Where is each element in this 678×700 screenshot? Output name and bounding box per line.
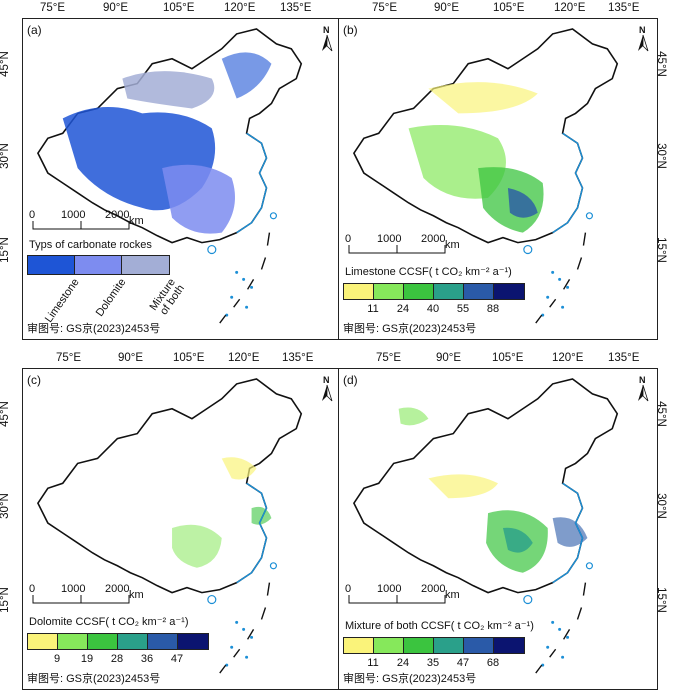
lon-label-90: 90°E xyxy=(103,2,129,14)
legend-title: Limestone CCSF( t CO₂ km⁻² a⁻¹) xyxy=(345,266,512,278)
lon-label-75: 75°E xyxy=(376,352,402,364)
legend-swatch-5 xyxy=(464,638,494,653)
lon-label-135: 135°E xyxy=(608,2,640,14)
legend-swatch-limestone xyxy=(28,256,75,274)
legend-swatch-5 xyxy=(464,284,494,299)
legend-swatch-3 xyxy=(404,638,434,653)
lon-label-75: 75°E xyxy=(40,2,66,14)
panel-label: (a) xyxy=(27,23,42,37)
lat-label-15: 15°N xyxy=(0,237,11,263)
ccsf-legend-d xyxy=(343,637,525,654)
legend-swatch-1 xyxy=(344,638,374,653)
lat-label-30: 30°N xyxy=(0,493,11,519)
legend-title: Dolomite CCSF( t CO₂ km⁻² a⁻¹) xyxy=(29,616,189,628)
china-map-d xyxy=(353,378,619,674)
panel-label: (c) xyxy=(27,373,41,387)
legend-swatch-dolomite xyxy=(75,256,122,274)
lon-label-135: 135°E xyxy=(280,2,312,14)
mixture-ccsf-distribution xyxy=(398,407,588,573)
legend-swatch-3 xyxy=(404,284,434,299)
limestone-ccsf-distribution xyxy=(408,82,544,233)
lon-label-120: 120°E xyxy=(554,2,586,14)
north-arrow: N xyxy=(635,375,651,403)
lon-label-90: 90°E xyxy=(434,2,460,14)
lat-label-15: 15°N xyxy=(654,237,667,263)
lon-label-90: 90°E xyxy=(118,352,144,364)
lat-label-45: 45°N xyxy=(654,401,667,427)
carbonate-distribution-a xyxy=(62,52,272,234)
ccsf-legend-c xyxy=(27,633,209,650)
lon-label-75: 75°E xyxy=(56,352,82,364)
lon-label-120: 120°E xyxy=(228,352,260,364)
lon-label-120: 120°E xyxy=(552,352,584,364)
lon-label-120: 120°E xyxy=(224,2,256,14)
map-panel-c: (c) N 0 1000 2000 km Dolomite CCSF( t CO… xyxy=(22,368,342,690)
rock-legend xyxy=(27,255,170,275)
lon-label-135: 135°E xyxy=(282,352,314,364)
legend-swatch-6 xyxy=(178,634,208,649)
legend-swatch-mixture xyxy=(122,256,169,274)
lon-label-105: 105°E xyxy=(173,352,205,364)
legend-swatch-4 xyxy=(118,634,148,649)
lon-label-90: 90°E xyxy=(436,352,462,364)
map-panel-d: (d) N 0 1000 2000 km Mixture of both CCS… xyxy=(338,368,658,690)
north-arrow: N xyxy=(319,25,335,53)
legend-swatch-3 xyxy=(88,634,118,649)
panel-label: (d) xyxy=(343,373,358,387)
map-credit: 审图号: GS京(2023)2453号 xyxy=(27,323,161,335)
north-arrow: N xyxy=(635,25,651,53)
map-credit: 审图号: GS京(2023)2453号 xyxy=(343,673,477,685)
lon-label-105: 105°E xyxy=(163,2,195,14)
legend-swatch-4 xyxy=(434,638,464,653)
legend-swatch-1 xyxy=(28,634,58,649)
lat-label-45: 45°N xyxy=(654,51,667,77)
panel-label: (b) xyxy=(343,23,358,37)
legend-swatch-6 xyxy=(494,638,524,653)
lon-label-105: 105°E xyxy=(492,352,524,364)
lat-label-45: 45°N xyxy=(0,401,11,427)
china-map-a xyxy=(37,28,303,324)
legend-swatch-4 xyxy=(434,284,464,299)
lat-label-30: 30°N xyxy=(654,493,667,519)
map-panel-b: (b) N 0 1000 2000 km Limestone CCSF( t C… xyxy=(338,18,658,340)
lat-label-30: 30°N xyxy=(654,143,667,169)
legend-title: Typs of carbonate rockes xyxy=(29,239,152,251)
map-credit: 审图号: GS京(2023)2453号 xyxy=(27,673,161,685)
legend-swatch-5 xyxy=(148,634,178,649)
legend-swatch-2 xyxy=(374,638,404,653)
legend-swatch-1 xyxy=(344,284,374,299)
lat-label-45: 45°N xyxy=(0,51,11,77)
legend-swatch-6 xyxy=(494,284,524,299)
china-map-c xyxy=(37,378,303,674)
china-map-b xyxy=(353,28,619,324)
lon-label-135: 135°E xyxy=(608,352,640,364)
lat-label-15: 15°N xyxy=(0,587,11,613)
legend-swatch-2 xyxy=(374,284,404,299)
lat-label-30: 30°N xyxy=(0,143,11,169)
lat-label-15: 15°N xyxy=(654,587,667,613)
dolomite-ccsf-distribution xyxy=(172,457,272,568)
lon-label-75: 75°E xyxy=(372,2,398,14)
legend-title: Mixture of both CCSF( t CO₂ km⁻² a⁻¹) xyxy=(345,620,534,632)
north-arrow: N xyxy=(319,375,335,403)
lon-label-105: 105°E xyxy=(493,2,525,14)
map-credit: 审图号: GS京(2023)2453号 xyxy=(343,323,477,335)
ccsf-legend-b xyxy=(343,283,525,300)
map-panel-a: (a) N 0 1000 2000 km Typs of carbonate r… xyxy=(22,18,342,340)
legend-swatch-2 xyxy=(58,634,88,649)
